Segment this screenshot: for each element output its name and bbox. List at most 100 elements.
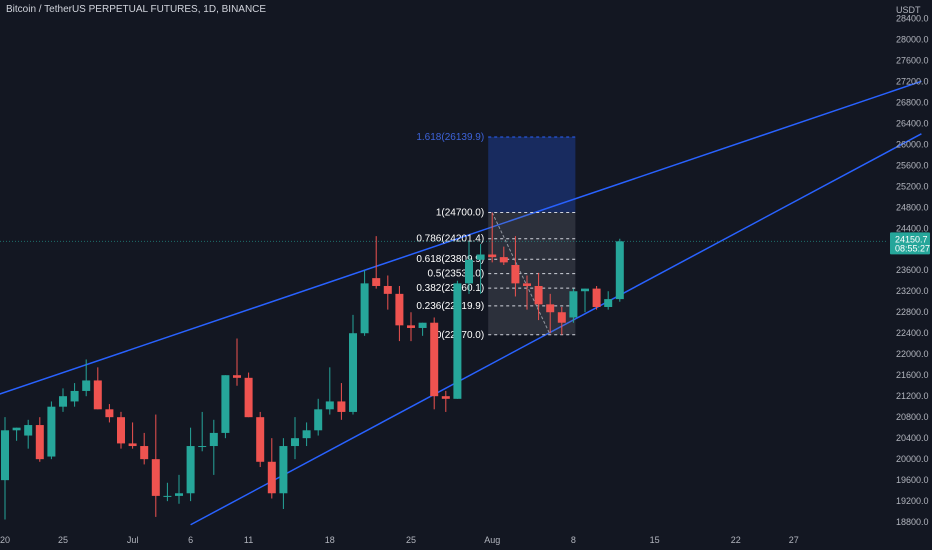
candle[interactable] [279, 438, 288, 510]
candle[interactable] [59, 388, 67, 412]
candle-body [534, 285, 543, 305]
candle-body [314, 409, 323, 431]
time-tick-label: 6 [188, 535, 193, 545]
candle[interactable] [476, 244, 485, 294]
candle[interactable] [267, 438, 276, 499]
candle-body [349, 333, 357, 412]
candle[interactable] [1, 417, 9, 520]
candle-body [302, 430, 311, 439]
candle[interactable] [163, 482, 172, 502]
candle[interactable] [383, 275, 392, 310]
candle[interactable] [233, 338, 241, 386]
price-tick-label: 28000.0 [896, 34, 929, 44]
fib-trend-line [491, 212, 551, 336]
price-tick-label: 20000.0 [896, 454, 929, 464]
time-tick-label: 20 [0, 535, 10, 545]
candle-body [592, 288, 601, 307]
candle[interactable] [291, 417, 299, 460]
price-tick-label: 21600.0 [896, 370, 929, 380]
candle[interactable] [186, 427, 195, 502]
candle-body [453, 283, 462, 399]
price-axis: 18800.0 19200.0 19600.0 20000.0 20400.0 20800… [896, 13, 929, 527]
price-tick-label: 22400.0 [896, 328, 929, 338]
candle-body [233, 375, 241, 378]
currency-label: USDT [896, 5, 921, 15]
candle[interactable] [221, 375, 230, 439]
candle[interactable] [488, 212, 497, 263]
candle[interactable] [93, 367, 102, 410]
candle[interactable] [465, 241, 473, 294]
candle[interactable] [175, 474, 183, 504]
candle[interactable] [592, 285, 601, 310]
candle[interactable] [12, 427, 21, 441]
candle[interactable] [256, 411, 265, 468]
candle-body [407, 325, 415, 328]
candle[interactable] [244, 372, 253, 418]
candle[interactable] [569, 288, 578, 323]
candle[interactable] [82, 359, 91, 397]
candle-body [175, 493, 183, 496]
candle[interactable] [418, 322, 427, 336]
candle[interactable] [441, 390, 450, 412]
candle[interactable] [325, 367, 334, 415]
candle[interactable] [47, 401, 56, 460]
candle[interactable] [604, 291, 613, 310]
candle[interactable] [372, 236, 381, 289]
candle-body [615, 241, 624, 300]
price-tick-label: 25200.0 [896, 181, 929, 191]
candle[interactable] [70, 383, 79, 407]
candle[interactable] [395, 285, 404, 342]
last-price-tag: 24150.7 08:55:27 [890, 232, 930, 255]
trendline-layer [0, 80, 922, 526]
time-tick-label: 18 [325, 535, 335, 545]
candle[interactable] [581, 288, 589, 313]
candle[interactable] [35, 417, 44, 462]
candle-body [523, 283, 531, 286]
trendline[interactable] [190, 133, 922, 526]
fib-extension-zone [488, 136, 576, 213]
candle[interactable] [453, 280, 462, 399]
candle-body [279, 446, 288, 494]
price-tick-label: 20400.0 [896, 433, 929, 443]
candle-body [128, 443, 137, 447]
candle[interactable] [337, 383, 346, 420]
candle[interactable] [557, 306, 566, 335]
candle-body [221, 375, 230, 433]
candle[interactable] [534, 272, 543, 321]
candle-body [47, 406, 56, 457]
candle[interactable] [523, 275, 531, 310]
candle-body [511, 265, 520, 284]
price-tick-label: 27200.0 [896, 76, 929, 86]
candle[interactable] [407, 312, 415, 342]
candle[interactable] [151, 414, 160, 517]
candle[interactable] [302, 422, 311, 447]
candle[interactable] [349, 314, 357, 415]
candle[interactable] [24, 419, 33, 449]
candle[interactable] [499, 246, 508, 265]
candle[interactable] [511, 236, 520, 297]
candle[interactable] [198, 411, 207, 452]
candle[interactable] [117, 411, 125, 449]
time-tick-label: 15 [650, 535, 660, 545]
candle-body [12, 427, 21, 431]
candle[interactable] [615, 238, 624, 302]
candle-body [395, 293, 404, 326]
price-tick-label: 26800.0 [896, 97, 929, 107]
candle-body [105, 409, 114, 418]
candle[interactable] [105, 404, 114, 423]
candle-countdown: 08:55:27 [895, 243, 930, 253]
candle[interactable] [140, 432, 149, 465]
candle-body [117, 417, 125, 444]
candle[interactable] [209, 419, 218, 475]
candle[interactable] [360, 270, 369, 336]
candle[interactable] [546, 293, 555, 334]
price-tick-label: 23200.0 [896, 286, 929, 296]
chart-title: Bitcoin / TetherUS PERPETUAL FUTURES, 1D… [6, 4, 267, 15]
candle-body [360, 283, 369, 334]
price-tick-label: 19200.0 [896, 496, 929, 506]
trendline[interactable] [0, 80, 922, 396]
candle[interactable] [128, 422, 137, 449]
candle[interactable] [314, 398, 323, 436]
candle[interactable] [430, 317, 439, 410]
